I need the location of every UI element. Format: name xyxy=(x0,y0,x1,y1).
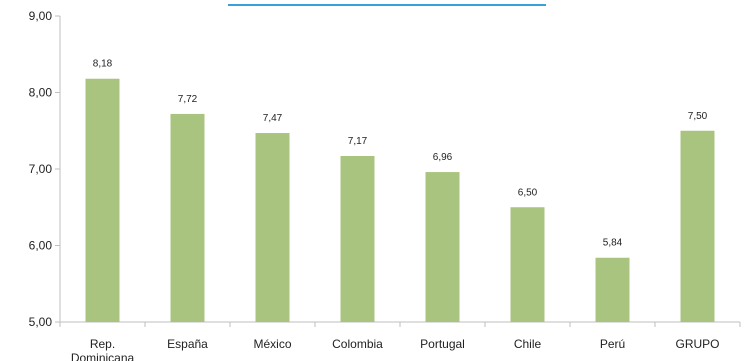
bar-value-label: 6,96 xyxy=(433,152,453,163)
category-label-line: Dominicana xyxy=(71,351,135,361)
bar xyxy=(170,113,205,322)
bar-value-label: 8,18 xyxy=(93,59,113,70)
bar-value-labels: 8,18 7,72 7,47 7,17 6,96 6,50 5,84 7,50 xyxy=(93,59,708,249)
category-label: GRUPO xyxy=(675,337,719,351)
y-tick-label: 7,00 xyxy=(29,162,53,176)
bar xyxy=(340,155,375,322)
category-label: Portugal xyxy=(420,337,465,351)
category-label: Perú xyxy=(600,337,625,351)
bar xyxy=(510,207,545,322)
y-tick-label: 8,00 xyxy=(29,86,53,100)
category-label: España xyxy=(167,337,208,351)
bar xyxy=(425,172,460,322)
bars xyxy=(85,78,715,322)
y-tick-label: 6,00 xyxy=(29,239,53,253)
bar-value-label: 7,47 xyxy=(263,113,283,124)
category-label: Colombia xyxy=(332,337,383,351)
bar-value-label: 6,50 xyxy=(518,187,538,198)
bar xyxy=(595,257,630,322)
category-label-line: Rep. xyxy=(90,337,115,351)
y-axis: 5,00 6,00 7,00 8,00 9,00 xyxy=(29,9,61,329)
category-label: Rep. Dominicana xyxy=(71,337,135,361)
x-axis xyxy=(59,321,741,327)
category-label: México xyxy=(253,337,291,351)
bar xyxy=(85,78,120,322)
bar-value-label: 5,84 xyxy=(603,238,623,249)
top-accent-bar xyxy=(228,0,546,6)
bar xyxy=(680,130,715,322)
bar-value-label: 7,17 xyxy=(348,136,368,147)
category-label: Chile xyxy=(514,337,542,351)
category-labels: Rep. Dominicana España México Colombia Portug… xyxy=(71,337,720,361)
y-tick-label: 5,00 xyxy=(29,315,53,329)
y-tick-label: 9,00 xyxy=(29,9,53,23)
bar-value-label: 7,72 xyxy=(178,94,198,105)
bar xyxy=(255,133,290,322)
bar-value-label: 7,50 xyxy=(688,111,708,122)
